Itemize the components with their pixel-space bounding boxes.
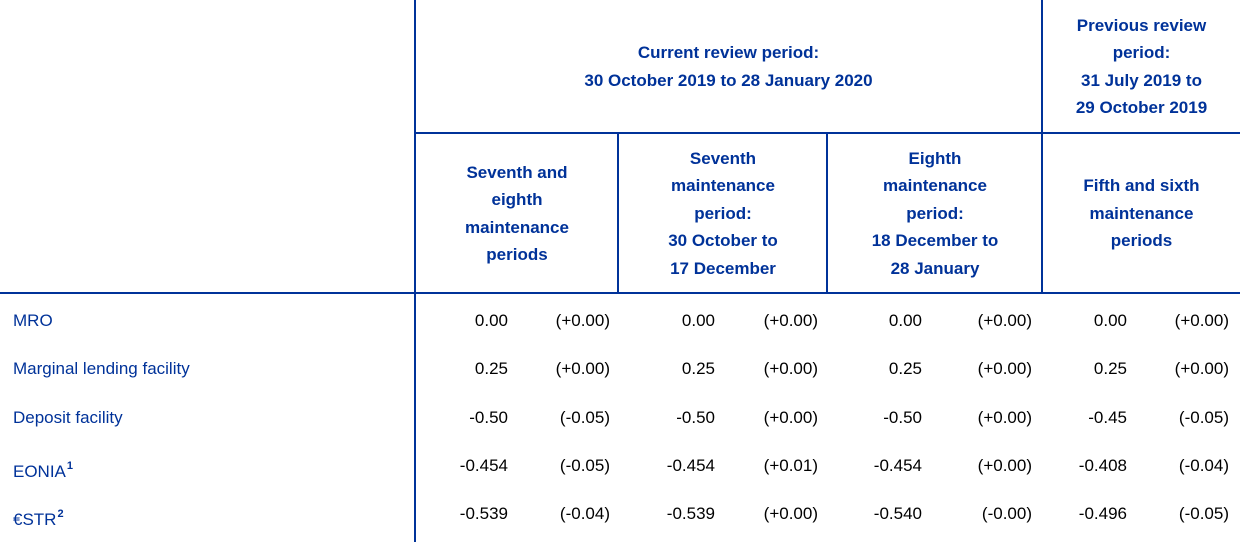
label-text: MRO [13, 311, 53, 330]
change-value: (-0.05) [559, 407, 610, 427]
change-value: (-0.04) [1178, 455, 1229, 475]
header-line: 17 December [670, 258, 776, 278]
label-text: Marginal lending facility [13, 359, 190, 379]
rate-value: -0.50 [883, 407, 922, 427]
header-line: maintenance [465, 217, 569, 237]
header-line: period: [1112, 43, 1171, 62]
header-line: periods [1110, 231, 1173, 251]
header-cell: Seventh maintenance period: 30 October to 17… [619, 134, 827, 293]
rule [0, 292, 1240, 294]
change-value: (+0.00) [763, 504, 818, 524]
footnote-marker: 1 [66, 459, 74, 472]
row-label: MRO [13, 311, 53, 331]
change-value: (-0.04) [559, 504, 610, 524]
rate-value: -0.454 [666, 455, 715, 475]
rate-value: -0.496 [1078, 504, 1127, 524]
header-cell: Fifth and sixth maintenance periods [1043, 134, 1240, 293]
rate-value: -0.540 [873, 504, 922, 524]
header-line: 30 October 2019 to 28 January 2020 [584, 70, 873, 90]
change-value: (-0.05) [559, 455, 610, 475]
change-value: (-0.05) [1178, 407, 1229, 427]
rate-value: -0.408 [1078, 455, 1127, 475]
rate-value: -0.539 [666, 504, 715, 524]
change-value: (-0.05) [1178, 504, 1229, 524]
change-value: (+0.00) [977, 455, 1032, 475]
rate-value: 0.00 [888, 311, 922, 330]
header-cell: Current review period: 30 October 2019 to… [416, 0, 1041, 133]
header-line: maintenance [1089, 203, 1194, 223]
change-value: (+0.00) [763, 311, 818, 330]
header-line: maintenance [671, 176, 775, 196]
header-line: Seventh [689, 148, 757, 168]
change-value: (+0.00) [977, 311, 1032, 330]
header-line: period: [694, 203, 752, 223]
rule [1041, 0, 1043, 293]
change-value: (+0.01) [763, 455, 818, 475]
change-value: (+0.00) [1174, 311, 1229, 330]
rate-value: -0.50 [676, 407, 715, 427]
header-line: Eighth [908, 148, 962, 168]
rate-value: -0.454 [873, 455, 922, 475]
header-line: eighth [491, 190, 543, 209]
header-line: Previous review [1076, 15, 1207, 35]
rate-value: 0.25 [1093, 359, 1127, 379]
rate-value: -0.454 [459, 455, 508, 475]
rate-value: -0.45 [1088, 407, 1127, 427]
label-text: Deposit facility [13, 407, 123, 427]
change-value: (+0.00) [763, 407, 818, 427]
change-value: (+0.00) [977, 359, 1032, 379]
header-line: 18 December to [871, 231, 999, 251]
change-value: (+0.00) [555, 359, 610, 379]
row-label: EONIA1 [13, 456, 73, 482]
rate-value: 0.00 [681, 311, 715, 330]
rate-value: 0.00 [1093, 311, 1127, 330]
change-value: (+0.00) [555, 311, 610, 330]
rate-value: 0.00 [474, 311, 508, 330]
row-label: Marginal lending facility [13, 359, 190, 379]
header-cell: Seventh and eighth maintenance periods [416, 134, 618, 293]
header-line: 30 October to [668, 231, 778, 251]
rule [826, 133, 828, 293]
header-line: Seventh and [466, 162, 568, 182]
rate-value: 0.25 [681, 359, 715, 379]
change-value: (+0.00) [1174, 359, 1229, 379]
header-line: maintenance [883, 176, 987, 196]
header-line: 29 October 2019 [1075, 98, 1208, 117]
header-line: 31 July 2019 to [1081, 70, 1202, 90]
change-value: (-0.00) [981, 504, 1032, 524]
rate-value: 0.25 [888, 359, 922, 379]
rule [414, 0, 416, 542]
header-line: Current review period: [637, 43, 820, 62]
rate-value: 0.25 [474, 359, 508, 379]
header-line: Fifth and sixth [1083, 176, 1200, 196]
row-label: Deposit facility [13, 408, 123, 428]
footnote-marker: 2 [57, 508, 64, 521]
change-value: (+0.00) [763, 359, 818, 379]
label-text: EONIA [13, 461, 66, 481]
change-value: (+0.00) [977, 407, 1032, 427]
header-line: 28 January [890, 258, 980, 278]
rule [617, 133, 619, 293]
header-cell: Previous review period: 31 July 2019 to 29 … [1043, 0, 1240, 133]
header-cell: Eighth maintenance period: 18 December to 28… [828, 134, 1042, 293]
label-text: €STR [13, 510, 57, 530]
header-line: period: [906, 203, 964, 223]
row-label: €STR2 [13, 504, 64, 530]
header-line: periods [486, 245, 548, 264]
rate-value: -0.50 [469, 407, 508, 427]
rate-value: -0.539 [459, 504, 508, 524]
